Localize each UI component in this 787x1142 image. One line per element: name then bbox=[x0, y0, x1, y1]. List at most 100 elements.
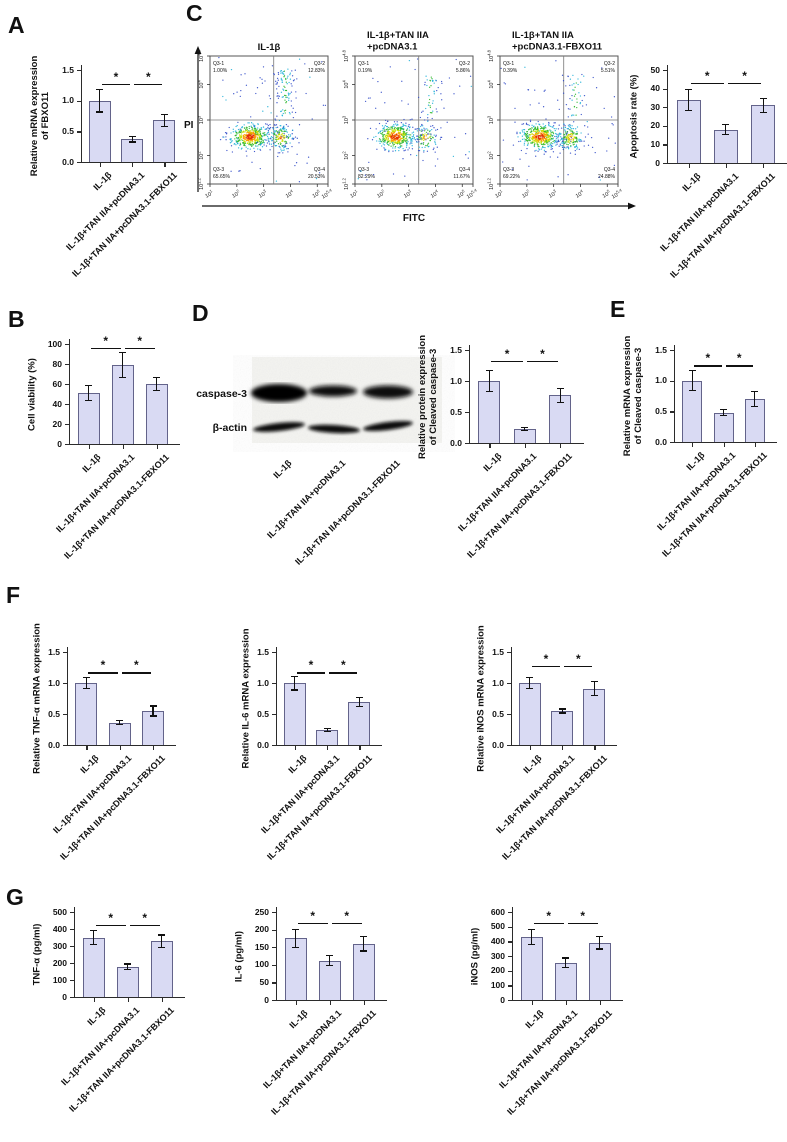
dot bbox=[254, 139, 256, 142]
error-bar-line bbox=[687, 88, 690, 111]
significance-star: * bbox=[133, 658, 139, 673]
dot bbox=[251, 139, 253, 141]
dot bbox=[281, 130, 283, 133]
dot bbox=[224, 131, 227, 134]
dot bbox=[248, 122, 250, 124]
y-tick-label: 600 bbox=[490, 906, 505, 917]
panel-label-E: E bbox=[610, 296, 626, 322]
y-tick bbox=[507, 714, 512, 716]
dot bbox=[266, 135, 269, 138]
dot bbox=[282, 140, 284, 142]
x-tick bbox=[594, 746, 596, 750]
dot bbox=[277, 143, 280, 145]
y-tick-label: 80 bbox=[52, 358, 62, 369]
significance-star: * bbox=[142, 910, 148, 925]
dot bbox=[252, 129, 254, 131]
dot bbox=[255, 139, 257, 141]
y-tick bbox=[77, 70, 82, 72]
bar bbox=[108, 722, 131, 745]
dot bbox=[267, 128, 269, 130]
x-category-label: IL-1β bbox=[91, 170, 114, 193]
dot bbox=[242, 131, 245, 133]
y-tick bbox=[70, 946, 75, 948]
error-bar-line bbox=[295, 928, 297, 949]
dot bbox=[280, 148, 282, 150]
flow-x-tick-label: 102 bbox=[230, 188, 242, 200]
quadrant-label: Q3-1 bbox=[213, 61, 224, 67]
error-bar-cap bbox=[521, 429, 529, 431]
error-bar-cap bbox=[485, 391, 493, 393]
error-bar-cap bbox=[119, 377, 127, 379]
error-bar-line bbox=[531, 928, 533, 945]
x-axis-line bbox=[469, 443, 584, 445]
significance-line bbox=[296, 672, 326, 674]
dot bbox=[277, 138, 279, 141]
flow-y-tick-label: 104.8 bbox=[197, 49, 206, 62]
dot bbox=[253, 124, 255, 126]
y-tick bbox=[670, 411, 675, 413]
dot bbox=[258, 129, 261, 131]
y-tick bbox=[508, 956, 513, 958]
dot bbox=[257, 127, 259, 129]
dot bbox=[249, 144, 252, 146]
x-category-label: IL-1β bbox=[287, 1008, 310, 1031]
dot bbox=[260, 127, 262, 129]
dot bbox=[273, 129, 275, 132]
y-tick bbox=[70, 980, 75, 982]
dot bbox=[283, 129, 285, 131]
y-tick bbox=[507, 683, 512, 685]
error-bar-cap bbox=[158, 934, 166, 936]
bar bbox=[551, 710, 574, 745]
dot bbox=[259, 137, 262, 139]
dot bbox=[248, 134, 250, 136]
dot bbox=[245, 134, 247, 136]
x-tick bbox=[153, 746, 155, 750]
dot bbox=[271, 145, 273, 148]
error-bar-line bbox=[599, 936, 601, 950]
dot bbox=[264, 123, 267, 125]
dot bbox=[270, 136, 273, 138]
x-category-label: IL-1β bbox=[521, 753, 544, 776]
y-tick bbox=[65, 444, 70, 446]
dot bbox=[267, 139, 269, 141]
dot bbox=[257, 148, 259, 150]
error-bar-cap bbox=[292, 947, 300, 949]
dot bbox=[242, 135, 245, 137]
dot bbox=[274, 118, 276, 120]
error-bar-cap bbox=[720, 408, 728, 411]
dot bbox=[251, 128, 253, 131]
dot bbox=[236, 138, 238, 140]
significance-line bbox=[727, 83, 762, 85]
y-tick bbox=[70, 997, 75, 999]
y-tick bbox=[63, 714, 68, 716]
x-tick bbox=[93, 998, 95, 1002]
dot bbox=[232, 131, 234, 133]
error-bar-line bbox=[691, 370, 693, 392]
flow-plot-1: IL-1β101.2102103104104.81011021031041051… bbox=[197, 42, 335, 201]
error-bar-cap bbox=[323, 730, 331, 733]
y-tick bbox=[272, 982, 277, 984]
dot bbox=[237, 147, 240, 149]
dot bbox=[249, 137, 252, 140]
dot bbox=[259, 131, 261, 133]
x-category-label: IL-1β bbox=[684, 450, 707, 473]
flow-x-tick-label: 105.4 bbox=[320, 187, 335, 200]
significance-line bbox=[124, 348, 155, 350]
flow-x-tick-label: 101 bbox=[203, 188, 215, 200]
y-tick bbox=[465, 350, 470, 352]
significance-line bbox=[88, 672, 118, 674]
flow-plot-title: IL-1β bbox=[258, 42, 281, 53]
dot bbox=[292, 138, 295, 140]
significance-star: * bbox=[308, 658, 314, 673]
error-bar-cap bbox=[688, 390, 696, 392]
dot bbox=[271, 139, 273, 141]
dot bbox=[245, 146, 247, 148]
dot bbox=[262, 132, 264, 134]
dot bbox=[247, 142, 249, 145]
dot bbox=[257, 131, 259, 134]
dot bbox=[256, 128, 258, 131]
x-tick bbox=[295, 1001, 297, 1005]
y-tick bbox=[272, 683, 277, 685]
significance-star: * bbox=[108, 910, 114, 925]
y-tick-label: 50 bbox=[259, 976, 269, 987]
